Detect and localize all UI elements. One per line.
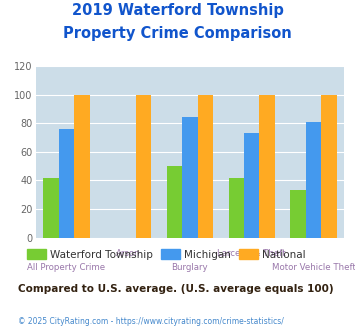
Bar bbox=[182, 117, 198, 238]
Bar bbox=[321, 95, 337, 238]
Bar bbox=[136, 95, 151, 238]
Text: Larceny & Theft: Larceny & Theft bbox=[217, 249, 286, 258]
Text: Arson: Arson bbox=[116, 249, 141, 258]
Bar bbox=[229, 178, 244, 238]
Legend: Waterford Township, Michigan, National: Waterford Township, Michigan, National bbox=[23, 245, 310, 264]
Text: © 2025 CityRating.com - https://www.cityrating.com/crime-statistics/: © 2025 CityRating.com - https://www.city… bbox=[18, 317, 284, 326]
Text: Burglary: Burglary bbox=[171, 263, 208, 272]
Text: 2019 Waterford Township: 2019 Waterford Township bbox=[72, 3, 283, 18]
Bar bbox=[260, 95, 275, 238]
Bar bbox=[167, 166, 182, 238]
Bar bbox=[59, 129, 74, 238]
Text: Compared to U.S. average. (U.S. average equals 100): Compared to U.S. average. (U.S. average … bbox=[18, 284, 333, 294]
Bar bbox=[198, 95, 213, 238]
Bar bbox=[74, 95, 89, 238]
Bar bbox=[244, 133, 260, 238]
Text: All Property Crime: All Property Crime bbox=[27, 263, 105, 272]
Bar bbox=[43, 178, 59, 238]
Text: Property Crime Comparison: Property Crime Comparison bbox=[63, 26, 292, 41]
Bar bbox=[306, 122, 321, 238]
Bar bbox=[290, 190, 306, 238]
Text: Motor Vehicle Theft: Motor Vehicle Theft bbox=[272, 263, 355, 272]
